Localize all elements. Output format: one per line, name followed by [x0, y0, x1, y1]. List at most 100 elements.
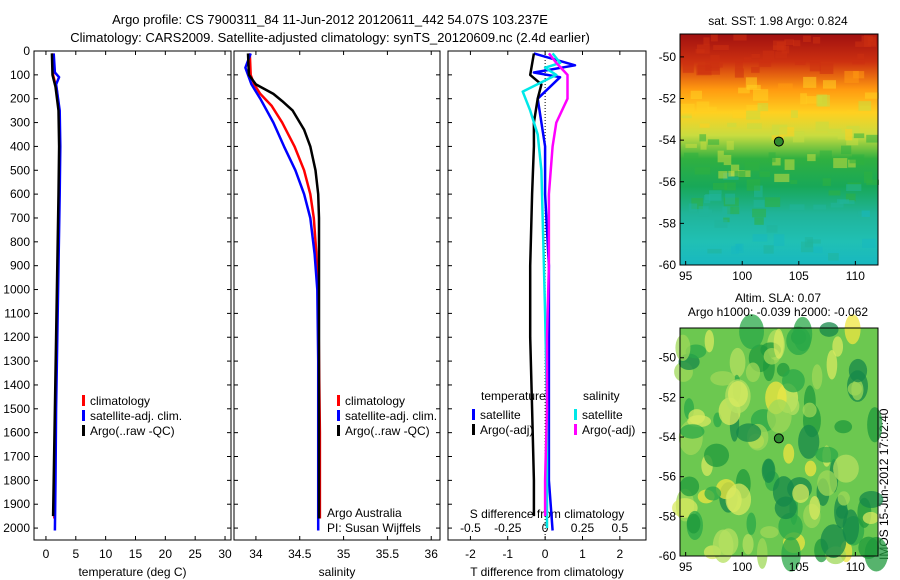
- sst-cell: [683, 152, 699, 158]
- x-tick-label: 110: [846, 269, 865, 283]
- sst-cell: [707, 106, 717, 112]
- sst-cell: [710, 54, 720, 64]
- x-tick-label: 30: [218, 547, 232, 561]
- sst-cell: [790, 180, 798, 185]
- x-tick-label: 105: [789, 560, 809, 574]
- x-axis-label: temperature (deg C): [78, 565, 186, 579]
- y-tick-label: 700: [10, 211, 30, 225]
- argo-float-marker: [773, 136, 784, 147]
- y-tick-label: -56: [659, 175, 677, 189]
- sst-cell: [837, 199, 849, 204]
- y-tick-label: 800: [10, 235, 30, 249]
- y-tick-label: -60: [659, 258, 677, 272]
- sst-cell: [762, 50, 775, 60]
- legend-entry: Argo(-adj): [480, 423, 533, 437]
- x-tick-label: 95: [679, 269, 693, 283]
- sst-cell: [841, 145, 852, 155]
- figure-title-line-1: Argo profile: CS 7900311_84 11-Jun-2012 …: [112, 12, 548, 27]
- sst-cell: [713, 45, 729, 51]
- y-tick-label: -52: [659, 390, 677, 404]
- sst-cell: [699, 134, 707, 142]
- sst-cell: [753, 185, 763, 198]
- series-line-argo-raw-qc-: [50, 53, 61, 517]
- sst-cell: [827, 128, 842, 134]
- sst-cell: [806, 96, 823, 104]
- y-tick-label: 2000: [3, 521, 30, 535]
- sst-cell: [757, 103, 769, 112]
- legend-swatch: [574, 424, 577, 435]
- sst-cell: [813, 204, 827, 210]
- sla-cell: [739, 314, 765, 350]
- sst-cell: [845, 193, 856, 202]
- sst-cell: [866, 179, 879, 185]
- sst-cell: [858, 101, 872, 111]
- sla-cell: [792, 484, 810, 503]
- y-tick-label: 1600: [3, 426, 30, 440]
- sst-cell: [853, 133, 865, 139]
- sla-cell: [756, 538, 768, 569]
- sst-cell: [800, 93, 807, 105]
- figure-title-line-2: Climatology: CARS2009. Satellite-adjuste…: [70, 30, 590, 45]
- y-tick-label: 100: [10, 68, 30, 82]
- legend-swatch: [472, 409, 475, 420]
- sst-cell: [734, 170, 746, 178]
- sst-cell: [816, 94, 828, 107]
- sla-cell: [685, 344, 707, 359]
- sst-cell: [792, 131, 805, 143]
- sst-cell: [773, 40, 787, 51]
- sla-cell: [817, 470, 838, 496]
- sst-cell: [807, 154, 816, 162]
- sst-cell: [682, 62, 694, 73]
- sst-cell: [784, 159, 795, 170]
- sla-cell: [858, 536, 879, 559]
- sla-cell: [761, 458, 776, 483]
- sla-cell: [847, 382, 862, 396]
- sla-cell: [726, 483, 752, 516]
- series-line-argo-raw-qc-: [246, 53, 321, 519]
- sla-cell: [859, 491, 884, 509]
- sst-cell: [794, 60, 806, 66]
- annotation-line: PI: Susan Wijffels: [327, 521, 421, 535]
- sst-cell: [837, 133, 847, 140]
- y-tick-label: 500: [10, 163, 30, 177]
- sla-cell: [837, 491, 850, 506]
- sst-cell: [735, 61, 743, 69]
- argo-float-marker: [773, 433, 784, 444]
- legend-swatch: [82, 395, 85, 406]
- sst-cell: [773, 234, 785, 247]
- sst-cell: [759, 171, 770, 177]
- legend-heading: temperature: [481, 389, 546, 403]
- sla-cell: [834, 420, 853, 434]
- x-tick-label: 95: [679, 560, 693, 574]
- sst-cell: [771, 124, 788, 135]
- sst-cell: [775, 51, 788, 59]
- sla-cell: [804, 460, 817, 477]
- sst-cell: [681, 113, 692, 119]
- x-tick-label: -2: [465, 547, 476, 561]
- x-tick-label: 0: [43, 547, 50, 561]
- sst-cell: [763, 245, 774, 254]
- y-tick-label: 1100: [4, 306, 30, 320]
- panel-salinity: 34 34.5 35 35.5 36 salinity climatologysatelli…: [233, 50, 441, 579]
- sst-cell: [743, 57, 752, 62]
- panel-difference: -2 -1 0 1 2 T difference from climatology -0.5…: [447, 50, 647, 579]
- sst-cell: [855, 41, 871, 47]
- sla-cell: [786, 326, 811, 356]
- legend-swatch: [337, 410, 340, 421]
- sst-cell: [696, 101, 710, 114]
- sst-cell: [705, 193, 721, 201]
- map-frame: [679, 327, 879, 557]
- sla-cell: [686, 513, 701, 534]
- sla-cell: [680, 424, 705, 439]
- y-tick-label: 1800: [3, 473, 30, 487]
- sst-cell: [853, 71, 865, 79]
- sla-cell: [862, 511, 879, 525]
- sla-cell: [729, 347, 746, 378]
- sst-cell: [789, 204, 805, 211]
- map-subtitle: Argo h1000: -0.039 h2000: -0.062: [688, 305, 868, 319]
- annotation-line: Argo Australia: [327, 506, 402, 520]
- sst-cell: [800, 241, 814, 253]
- sla-cell: [833, 454, 859, 483]
- sla-cell: [815, 446, 839, 463]
- sst-cell: [733, 34, 747, 41]
